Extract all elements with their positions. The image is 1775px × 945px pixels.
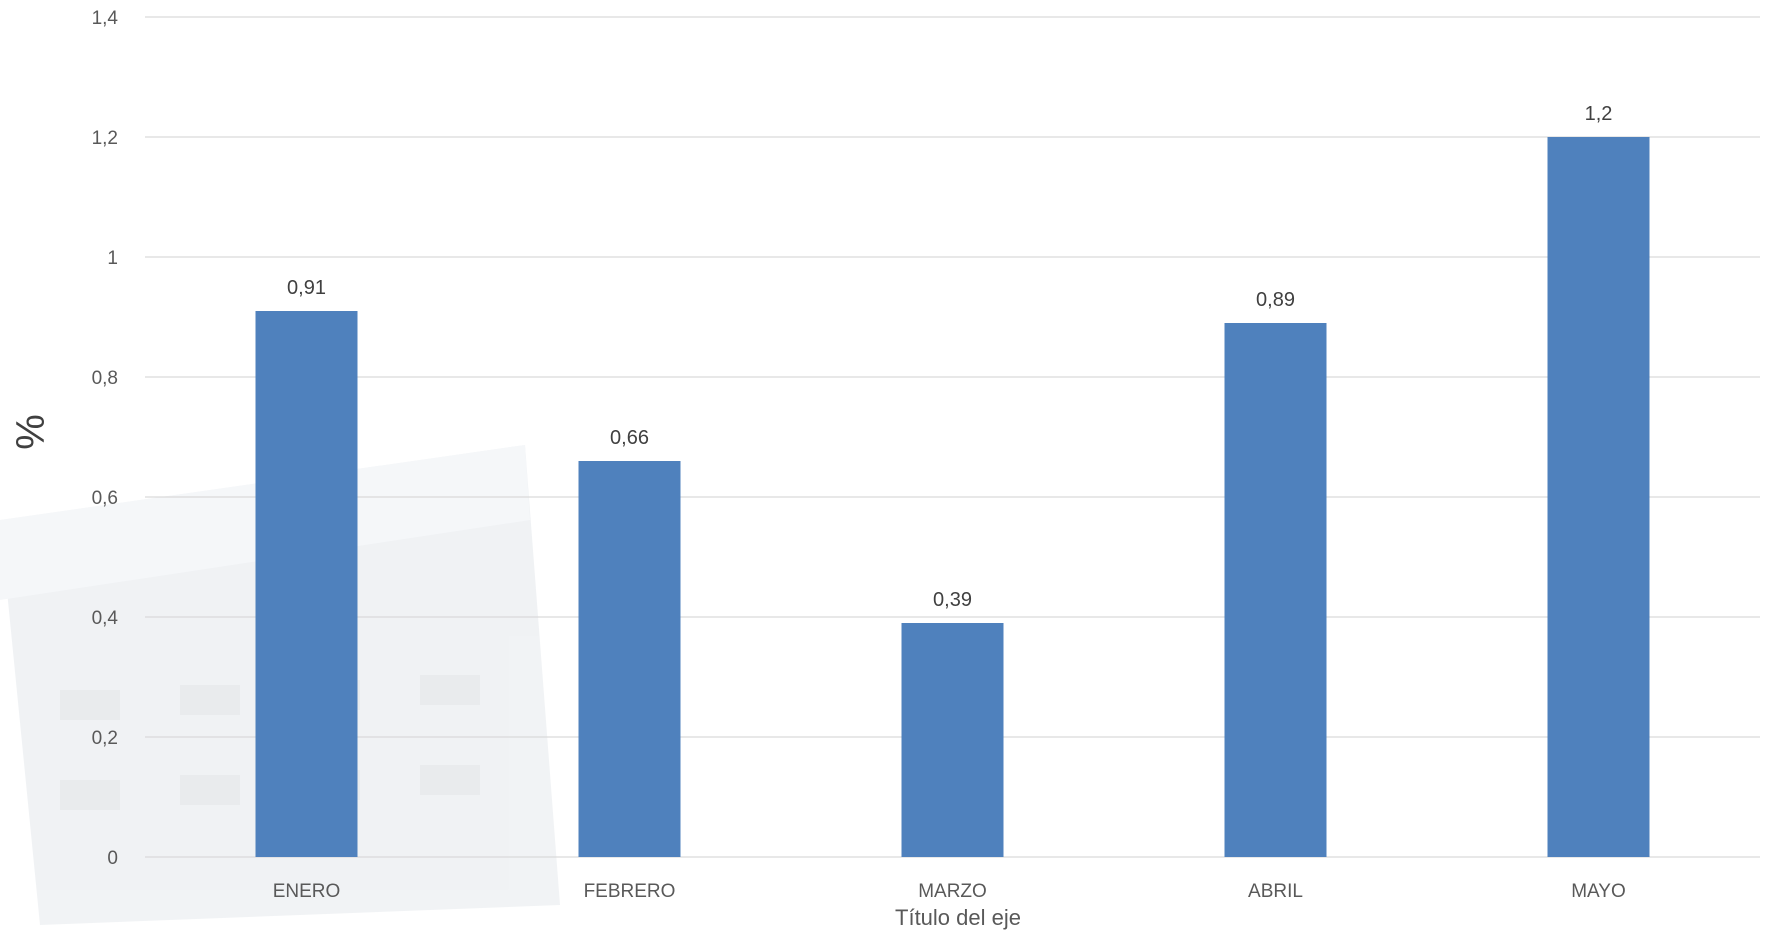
bar-febrero	[578, 461, 681, 857]
category-label: MAYO	[1571, 881, 1626, 902]
y-tick-label: 0,6	[92, 488, 118, 509]
category-label: ABRIL	[1248, 881, 1303, 902]
bar-marzo	[901, 623, 1004, 857]
x-axis-title: Título del eje	[895, 905, 1021, 930]
data-label: 1,2	[1585, 103, 1613, 125]
bars	[255, 137, 1650, 857]
category-label: ENERO	[273, 881, 341, 902]
y-tick-label: 0,4	[92, 608, 119, 629]
bar-enero	[255, 311, 358, 857]
data-labels: 0,91 0,66 0,39 0,89 1,2	[287, 103, 1612, 611]
category-label: MARZO	[918, 881, 987, 902]
y-tick-labels: 0 0,2 0,4 0,6 0,8 1 1,2 1,4	[92, 8, 119, 869]
data-label: 0,89	[1256, 289, 1295, 311]
y-tick-label: 1,4	[92, 8, 119, 29]
y-tick-label: 1	[107, 248, 118, 269]
bar-abril	[1224, 323, 1327, 857]
y-tick-label: 1,2	[92, 128, 118, 149]
category-label: FEBRERO	[584, 881, 676, 902]
y-tick-label: 0,8	[92, 368, 118, 389]
bar-mayo	[1547, 137, 1650, 857]
y-tick-label: 0	[107, 848, 118, 869]
y-axis-title: %	[9, 414, 53, 450]
data-label: 0,66	[610, 427, 649, 449]
data-label: 0,91	[287, 277, 326, 299]
y-tick-label: 0,2	[92, 728, 118, 749]
data-label: 0,39	[933, 589, 972, 611]
category-labels: ENERO FEBRERO MARZO ABRIL MAYO	[273, 881, 1626, 902]
